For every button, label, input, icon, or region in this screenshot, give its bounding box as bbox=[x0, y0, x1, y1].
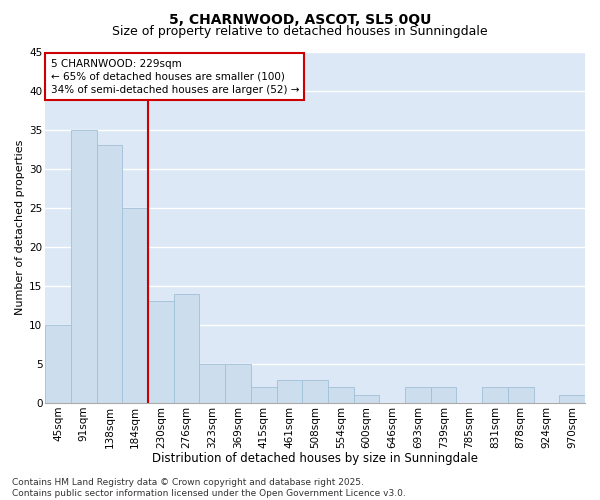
Bar bbox=[97, 145, 122, 403]
Bar bbox=[148, 302, 174, 403]
Bar bbox=[302, 380, 328, 403]
Bar bbox=[482, 388, 508, 403]
Bar bbox=[328, 388, 353, 403]
Bar bbox=[405, 388, 431, 403]
Y-axis label: Number of detached properties: Number of detached properties bbox=[15, 140, 25, 315]
X-axis label: Distribution of detached houses by size in Sunningdale: Distribution of detached houses by size … bbox=[152, 452, 478, 465]
Bar bbox=[45, 325, 71, 403]
Bar bbox=[508, 388, 533, 403]
Bar bbox=[251, 388, 277, 403]
Text: 5, CHARNWOOD, ASCOT, SL5 0QU: 5, CHARNWOOD, ASCOT, SL5 0QU bbox=[169, 12, 431, 26]
Bar bbox=[353, 395, 379, 403]
Bar bbox=[71, 130, 97, 403]
Bar bbox=[277, 380, 302, 403]
Text: 5 CHARNWOOD: 229sqm
← 65% of detached houses are smaller (100)
34% of semi-detac: 5 CHARNWOOD: 229sqm ← 65% of detached ho… bbox=[50, 58, 299, 95]
Bar bbox=[122, 208, 148, 403]
Bar bbox=[225, 364, 251, 403]
Bar bbox=[174, 294, 199, 403]
Bar bbox=[559, 395, 585, 403]
Text: Size of property relative to detached houses in Sunningdale: Size of property relative to detached ho… bbox=[112, 25, 488, 38]
Bar bbox=[431, 388, 457, 403]
Text: Contains HM Land Registry data © Crown copyright and database right 2025.
Contai: Contains HM Land Registry data © Crown c… bbox=[12, 478, 406, 498]
Bar bbox=[199, 364, 225, 403]
